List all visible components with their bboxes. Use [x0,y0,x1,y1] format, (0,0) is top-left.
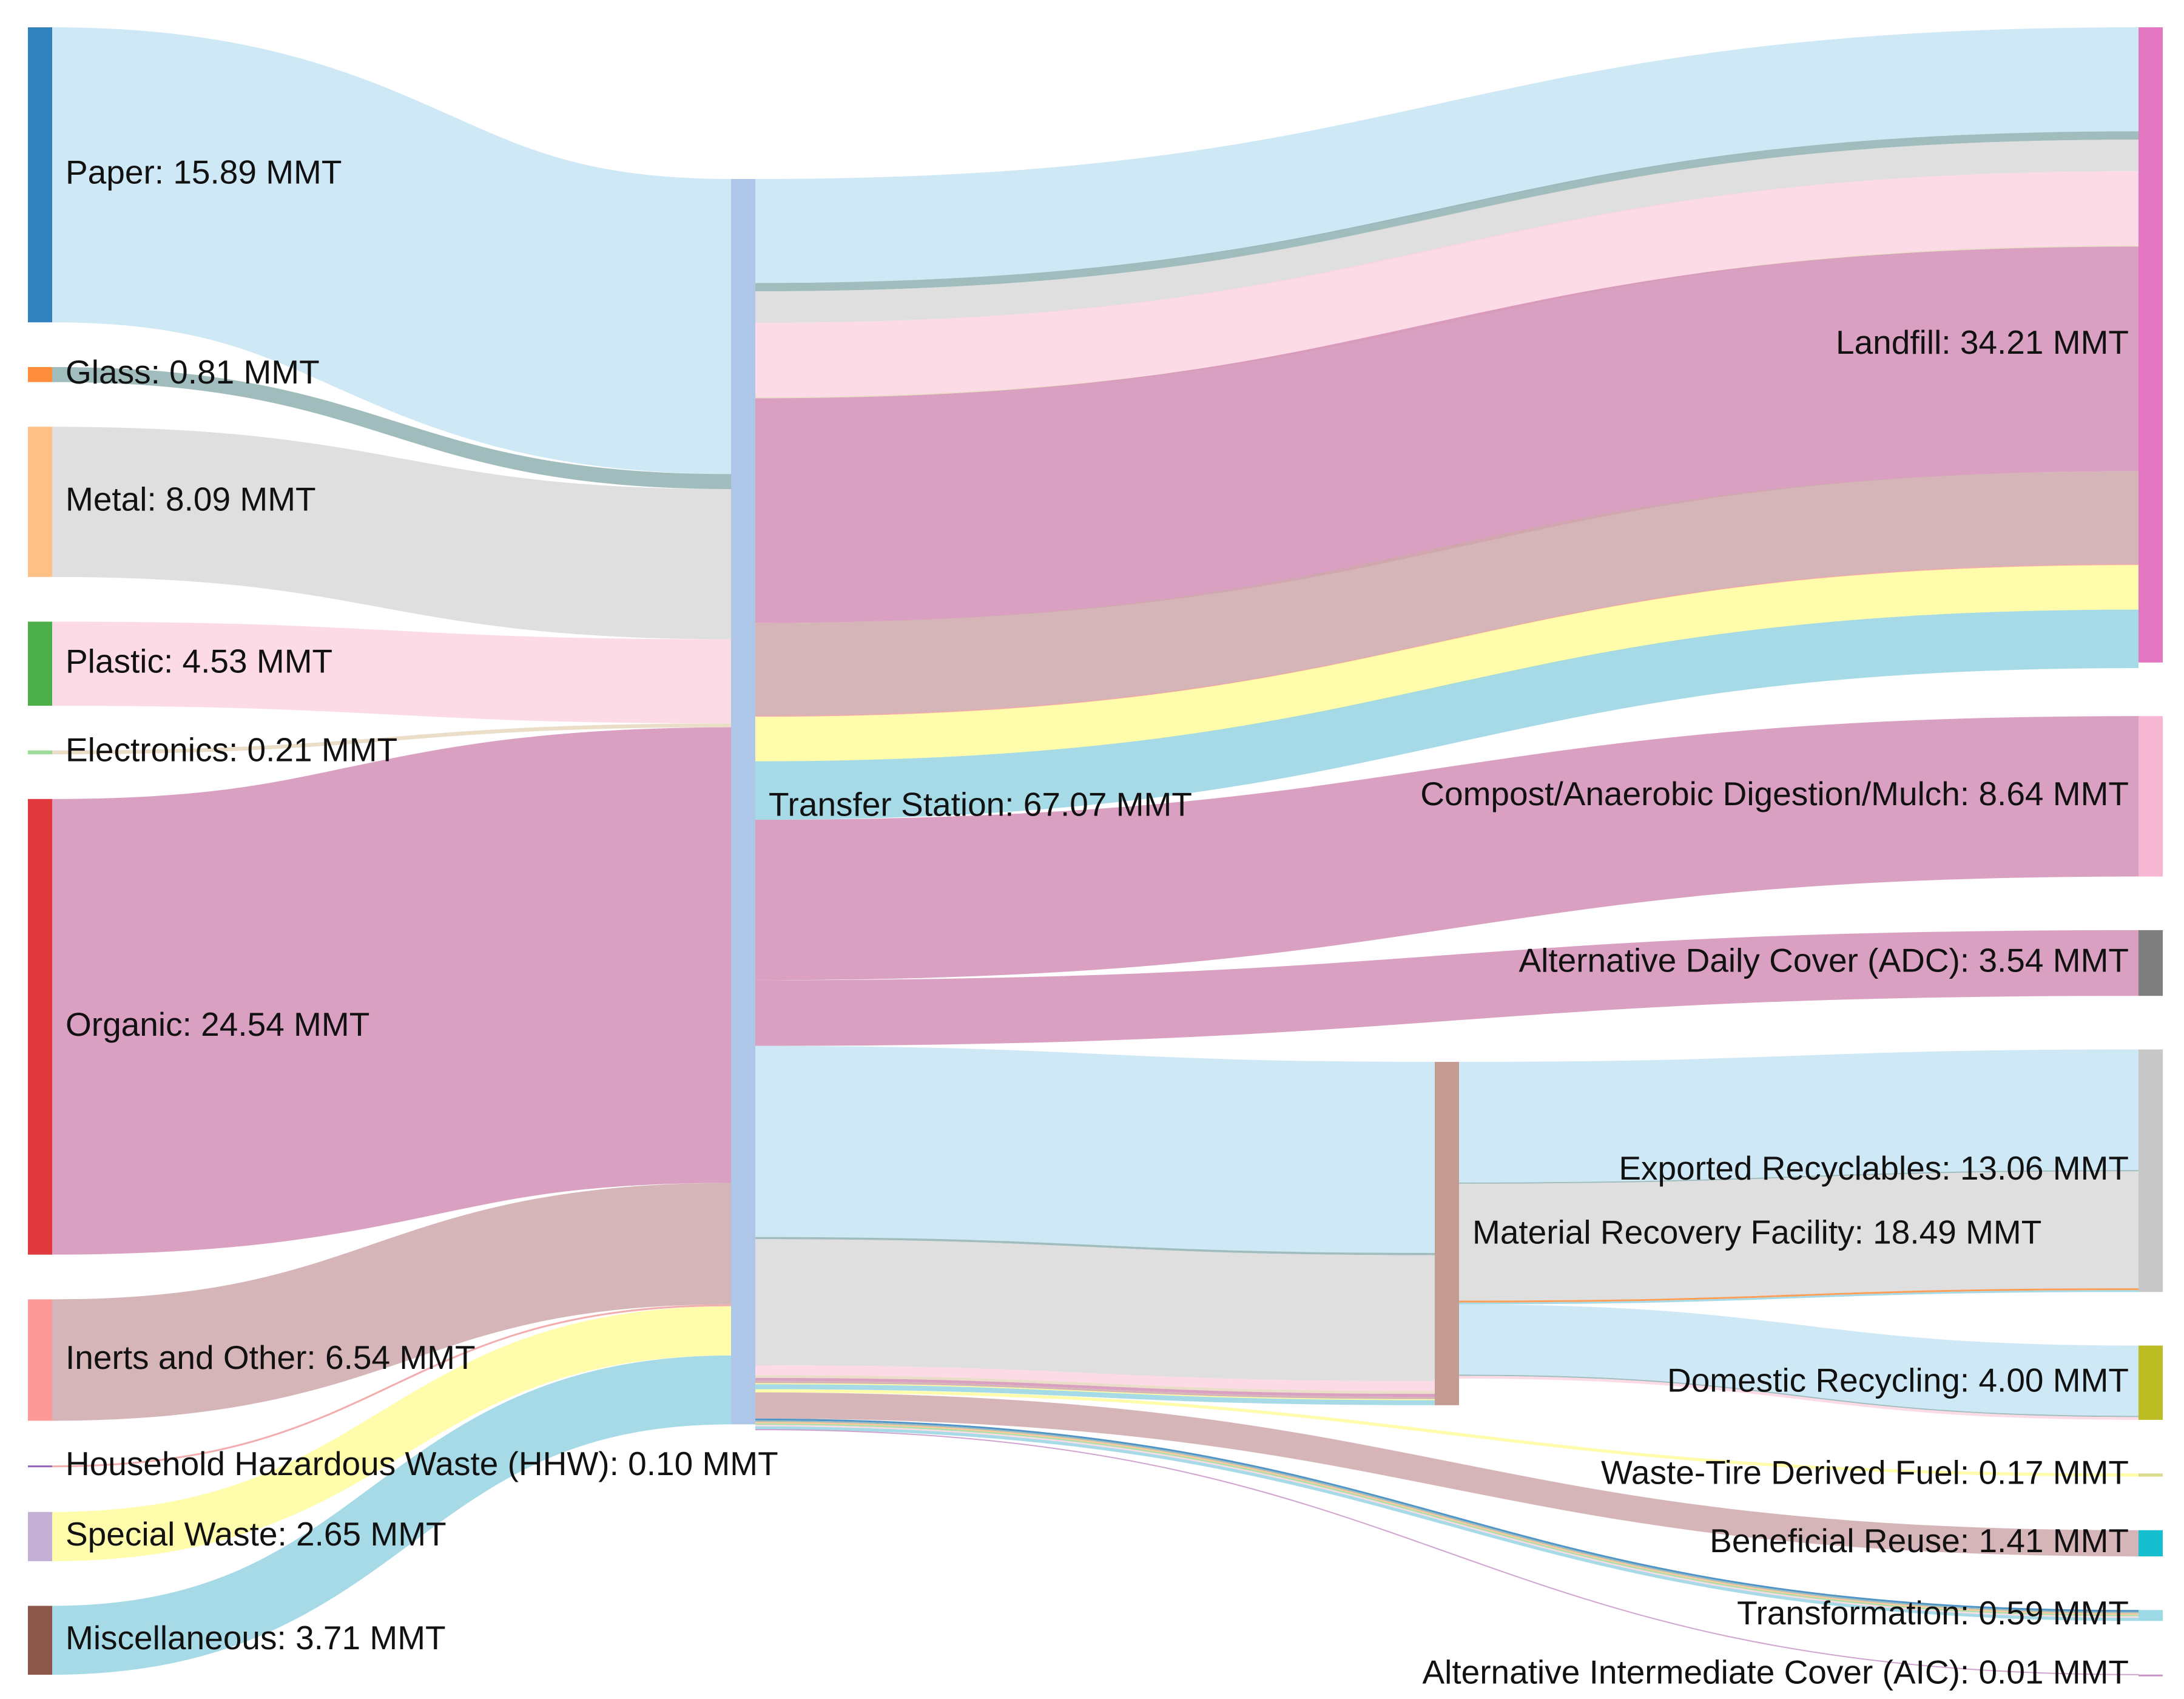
node-label-special: Special Waste: 2.65 MMT [66,1515,447,1553]
link-transfer-to-landfill [755,171,2139,397]
link-mrf-to-exported [1458,1290,2139,1305]
node-adc[interactable] [2138,930,2163,996]
node-organic[interactable] [28,799,52,1255]
link-transfer-to-landfill [755,246,2139,623]
node-aic[interactable] [2138,1674,2163,1677]
link-transfer-to-landfill [755,140,2139,323]
node-label-glass: Glass: 0.81 MMT [66,353,320,391]
node-paper[interactable] [28,27,52,323]
node-tdf[interactable] [2138,1473,2163,1477]
node-special[interactable] [28,1512,52,1561]
node-beneficial[interactable] [2138,1530,2163,1556]
node-label-exported: Exported Recyclables: 13.06 MMT [1619,1149,2129,1187]
node-plastic[interactable] [28,621,52,706]
link-transfer-to-transformation [755,1426,2139,1621]
labels-layer: Paper: 15.89 MMT Glass: 0.81 MMT Metal: 8.… [66,154,2129,1691]
node-label-metal: Metal: 8.09 MMT [66,481,316,518]
node-label-misc: Miscellaneous: 3.71 MMT [66,1619,446,1657]
link-transfer-to-mrf [755,1365,1435,1391]
node-label-plastic: Plastic: 4.53 MMT [66,642,332,680]
node-transfer[interactable] [731,179,755,1425]
link-mrf-to-domestic [1458,1374,2139,1417]
node-transformation[interactable] [2138,1610,2163,1621]
link-transfer-to-tdf [755,1389,2139,1477]
link-transfer-to-mrf [755,1380,1435,1399]
node-domestic[interactable] [2138,1345,2163,1420]
node-label-transformation: Transformation: 0.59 MMT [1737,1594,2129,1632]
node-label-mrf: Material Recovery Facility: 18.49 MMT [1472,1214,2041,1251]
link-transfer-to-landfill [755,471,2139,716]
node-label-beneficial: Beneficial Reuse: 1.41 MMT [1710,1522,2129,1559]
link-paper-to-transfer [51,27,732,475]
links-layer [51,27,2139,1675]
node-label-adc: Alternative Daily Cover (ADC): 3.54 MMT [1518,942,2129,979]
link-transfer-to-adc [755,930,2139,1046]
node-label-organic: Organic: 24.54 MMT [66,1005,369,1043]
link-transfer-to-landfill [755,27,2139,283]
node-landfill[interactable] [2138,27,2163,663]
link-transfer-to-transformation [755,1418,2139,1612]
link-misc-to-transfer [52,1355,732,1675]
node-compost[interactable] [2138,716,2163,877]
link-transfer-to-mrf [755,1384,1435,1405]
link-transfer-to-mrf [755,1237,1435,1255]
link-transfer-to-transformation [755,1425,2139,1618]
link-plastic-to-transfer [52,621,732,724]
node-metal[interactable] [28,427,52,577]
link-transfer-to-landfill [755,131,2139,292]
link-transfer-to-mrf [755,1375,1435,1394]
node-label-paper: Paper: 15.89 MMT [66,154,342,191]
link-transfer-to-mrf [755,1239,1435,1382]
node-label-compost: Compost/Anaerobic Digestion/Mulch: 8.64 … [1420,775,2129,812]
link-mrf-to-exported [1458,1171,2139,1301]
node-label-electronics: Electronics: 0.21 MMT [66,731,397,768]
link-electronics-to-transfer [52,723,732,755]
link-mrf-to-domestic [1458,1376,2139,1420]
node-label-domestic: Domestic Recycling: 4.00 MMT [1667,1361,2129,1399]
link-transfer-to-transformation [755,1423,2139,1616]
link-transfer-to-beneficial [755,1392,2139,1556]
link-organic-to-transfer [52,727,732,1255]
link-glass-to-transfer [52,366,732,490]
node-label-tdf: Waste-Tire Derived Fuel: 0.17 MMT [1601,1453,2129,1491]
node-hhw[interactable] [28,1465,52,1468]
node-electronics[interactable] [28,750,52,755]
node-label-aic: Alternative Intermediate Cover (AIC): 0.… [1422,1653,2129,1691]
link-inerts-to-transfer [52,1183,732,1421]
link-special-to-transfer [52,1306,732,1561]
nodes-layer [28,27,2163,1677]
link-transfer-to-landfill [755,609,2139,820]
link-mrf-to-exported [1458,1170,2139,1184]
link-mrf-to-exported [1458,1288,2139,1303]
node-misc[interactable] [28,1606,52,1675]
link-transfer-to-mrf [755,1383,1435,1400]
node-label-inerts: Inerts and Other: 6.54 MMT [66,1339,476,1376]
link-transfer-to-landfill [755,565,2139,762]
link-transfer-to-mrf [755,1377,1435,1397]
link-transfer-to-compost [755,716,2139,981]
link-mrf-to-exported [1458,1049,2139,1183]
link-mrf-to-domestic [1458,1304,2139,1416]
node-label-transfer: Transfer Station: 67.07 MMT [769,786,1192,823]
link-hhw-to-transfer [52,1304,732,1468]
link-transfer-to-transformation [755,1422,2139,1615]
node-glass[interactable] [28,366,52,382]
link-transfer-to-transformation [755,1420,2139,1613]
node-mrf[interactable] [1435,1062,1459,1405]
link-metal-to-transfer [52,427,732,640]
node-inerts[interactable] [28,1299,52,1421]
link-transfer-to-mrf [755,1045,1435,1253]
node-exported[interactable] [2138,1049,2163,1292]
node-label-landfill: Landfill: 34.21 MMT [1836,323,2129,361]
link-transfer-to-aic [755,1429,2139,1675]
node-label-hhw: Household Hazardous Waste (HHW): 0.10 MM… [66,1445,778,1482]
